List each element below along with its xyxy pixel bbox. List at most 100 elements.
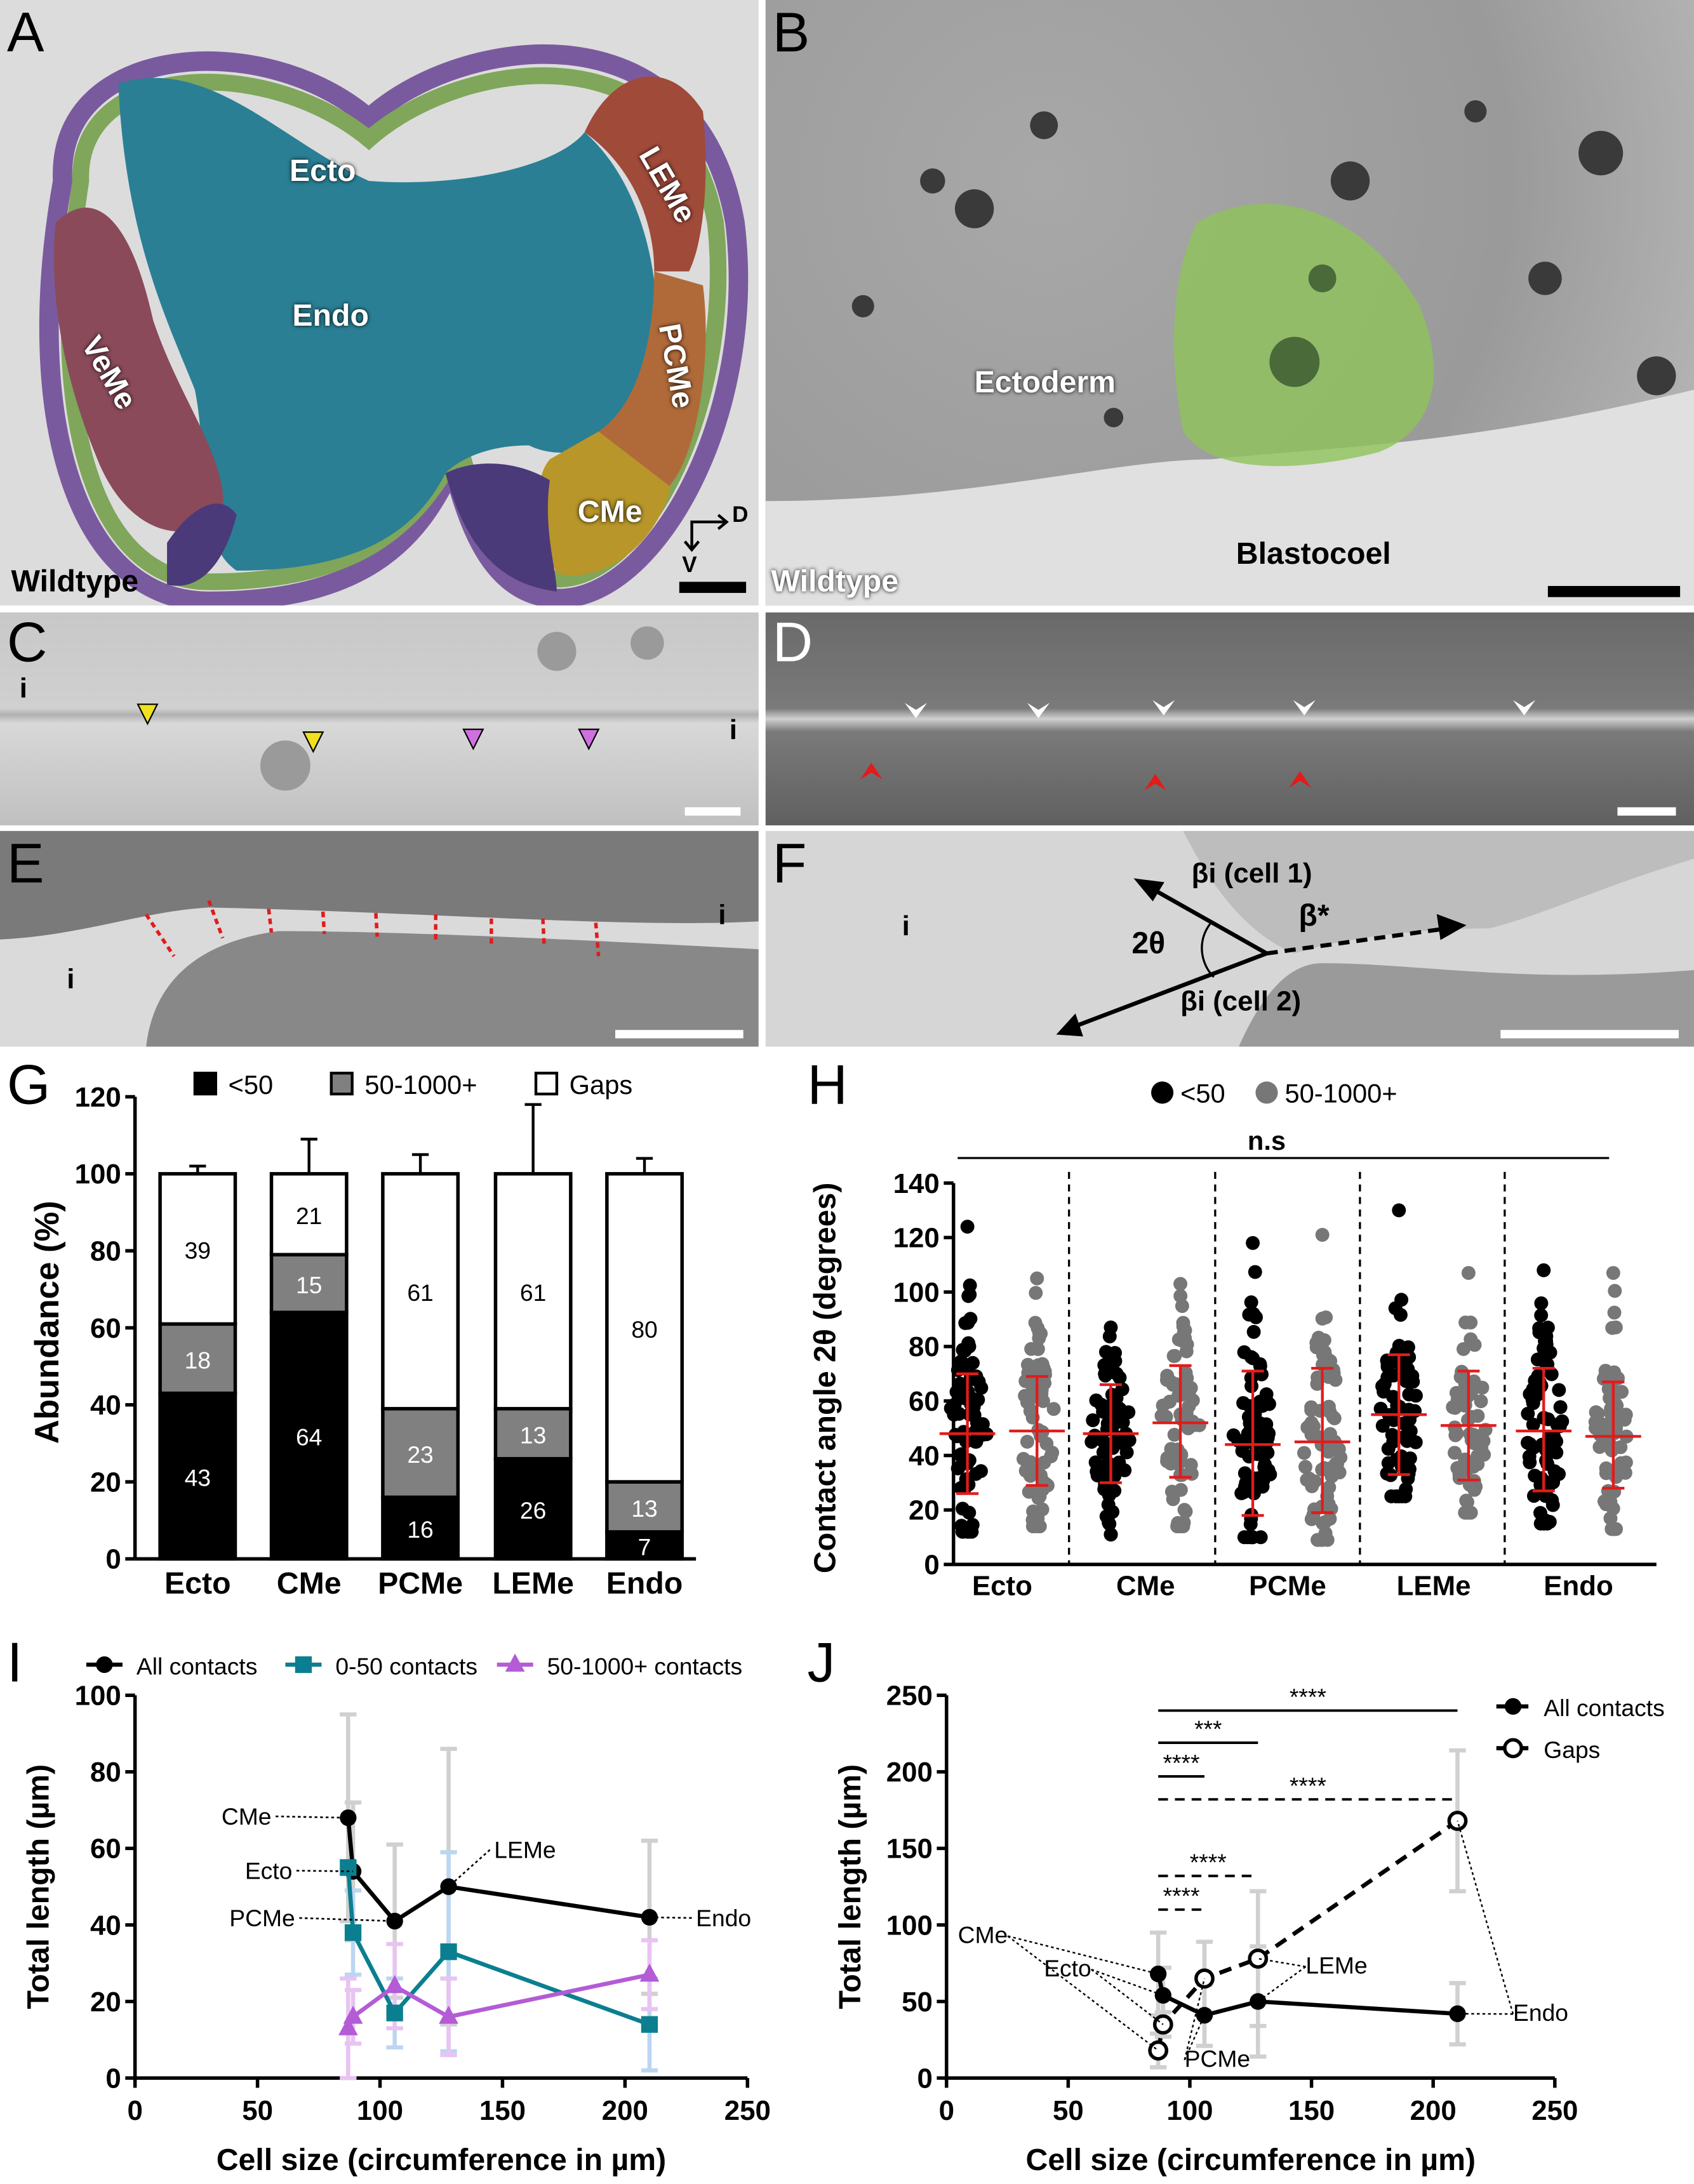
data-point <box>1409 1388 1423 1402</box>
significance-label: *** <box>1194 1715 1222 1742</box>
data-point <box>1120 1446 1134 1460</box>
data-point <box>1394 1308 1408 1322</box>
data-point <box>1248 1265 1262 1279</box>
x-tick-label: 0 <box>939 2095 954 2126</box>
x-tick-label: 100 <box>1166 2095 1213 2126</box>
data-point <box>1030 1272 1044 1286</box>
legend-swatch <box>536 1073 557 1094</box>
data-point <box>1091 1468 1105 1482</box>
point-label: Ecto <box>245 1858 293 1884</box>
data-point <box>1608 1306 1622 1320</box>
x-axis-label: Cell size (circumference in µm) <box>1026 2143 1476 2177</box>
data-point <box>640 1964 660 1982</box>
data-point <box>1026 1505 1040 1519</box>
data-label: 13 <box>631 1495 657 1522</box>
data-point <box>1303 1418 1317 1432</box>
y-tick-label: 40 <box>90 1390 121 1421</box>
data-point <box>1024 1342 1038 1356</box>
data-point <box>956 1343 970 1357</box>
data-label: 61 <box>520 1279 546 1306</box>
data-point <box>1029 1286 1043 1300</box>
data-point <box>1263 1467 1277 1481</box>
mean-sd-bar <box>1585 1382 1641 1488</box>
legend-label: 0-50 contacts <box>335 1653 477 1679</box>
data-point <box>974 1381 988 1395</box>
y-tick-label: 60 <box>90 1313 121 1344</box>
x-tick-label: 50 <box>1053 2095 1084 2126</box>
y-tick-label: 0 <box>105 1544 121 1575</box>
data-label: 61 <box>407 1279 433 1306</box>
data-point <box>1160 1373 1174 1387</box>
data-point <box>440 1943 457 1960</box>
legend-label: 50-1000+ contacts <box>547 1653 743 1679</box>
data-point <box>966 1356 980 1370</box>
data-point <box>1474 1394 1488 1408</box>
data-point <box>1458 1377 1472 1391</box>
y-tick-label: 0 <box>105 2063 121 2094</box>
data-point <box>1250 1993 1266 2009</box>
data-point <box>948 1397 962 1411</box>
data-point <box>1104 1528 1117 1541</box>
data-point <box>963 1312 977 1326</box>
x-tick-label: LEMe <box>492 1566 574 1601</box>
data-point <box>1173 1277 1187 1291</box>
data-point <box>1615 1385 1629 1399</box>
data-point <box>1117 1463 1131 1477</box>
data-point <box>1182 1399 1196 1413</box>
data-point <box>1239 1476 1253 1490</box>
point-label: CMe <box>222 1803 272 1830</box>
data-point <box>1167 1349 1181 1363</box>
legend-marker <box>1151 1081 1173 1103</box>
y-tick-label: 250 <box>886 1681 933 1712</box>
data-label: 80 <box>631 1316 657 1343</box>
y-tick-label: 50 <box>902 1987 933 2018</box>
y-tick-label: 200 <box>886 1757 933 1788</box>
y-tick-label: 120 <box>75 1082 121 1113</box>
data-point <box>1243 1416 1257 1430</box>
legend-marker <box>1255 1081 1277 1103</box>
legend-label: Gaps <box>1544 1736 1600 1763</box>
point-label: PCMe <box>1185 2046 1251 2072</box>
data-point <box>962 1506 976 1520</box>
y-tick-label: 20 <box>909 1495 940 1526</box>
point-label: Endo <box>696 1905 751 1931</box>
data-point <box>1022 1394 1036 1408</box>
y-tick-label: 100 <box>75 1159 121 1190</box>
data-point <box>1552 1383 1566 1397</box>
data-point <box>1250 1950 1266 1967</box>
legend-label: Gaps <box>570 1070 633 1100</box>
data-point <box>1549 1446 1563 1460</box>
data-point <box>1609 1321 1623 1335</box>
data-point <box>1457 1342 1471 1356</box>
significance-label: **** <box>1163 1882 1200 1909</box>
y-tick-label: 40 <box>909 1441 940 1472</box>
x-tick-label: LEMe <box>1397 1570 1471 1601</box>
data-point <box>1532 1321 1546 1335</box>
chart-g-abundance: 020406080100120Ecto431839CMe641521PCMe16… <box>29 1070 696 1601</box>
data-point <box>1244 1350 1258 1364</box>
x-tick-label: 150 <box>479 2095 526 2126</box>
significance-label: n.s <box>1248 1126 1286 1155</box>
data-point <box>386 2004 403 2021</box>
data-point <box>1534 1308 1548 1322</box>
data-point <box>1382 1456 1396 1470</box>
point-label: Ecto <box>1044 1955 1091 1981</box>
y-tick-label: 0 <box>917 2063 932 2094</box>
point-label: PCMe <box>229 1905 295 1931</box>
x-tick-label: 200 <box>602 2095 648 2126</box>
data-point <box>1375 1379 1389 1393</box>
data-point <box>1608 1410 1622 1424</box>
label-leader <box>449 1850 490 1887</box>
label-leader <box>1258 1967 1305 2002</box>
data-point <box>1538 1334 1552 1348</box>
y-tick-label: 100 <box>75 1681 121 1712</box>
data-point <box>1606 1266 1620 1280</box>
data-point <box>1534 1296 1548 1310</box>
label-leader <box>650 1917 692 1918</box>
data-point <box>1523 1449 1537 1463</box>
x-tick-label: Ecto <box>164 1566 231 1601</box>
data-point <box>1505 1740 1521 1756</box>
data-point <box>1401 1465 1415 1479</box>
point-label: Endo <box>1513 1999 1568 2026</box>
label-leader <box>276 1816 348 1818</box>
